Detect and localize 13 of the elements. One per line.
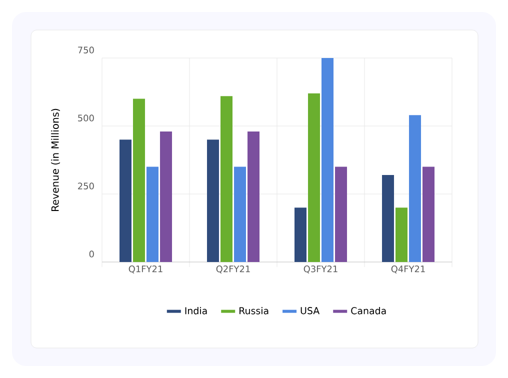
x-tick-label: Q2FY21 <box>216 266 250 274</box>
y-tick-label: 0 <box>89 250 94 258</box>
legend-label: India <box>185 306 207 314</box>
x-tick-label: Q1FY21 <box>128 266 162 274</box>
y-tick-label: 500 <box>78 114 94 122</box>
y-tick-label: 250 <box>78 182 94 190</box>
legend-label: Russia <box>240 306 268 314</box>
legend-label: USA <box>300 307 320 314</box>
x-tick-label: Q3FY21 <box>304 266 338 274</box>
x-tick-label: Q4FY21 <box>391 266 425 274</box>
legend-label: Canada <box>351 306 386 314</box>
y-axis-title: Revenue (in Millions) <box>51 108 60 211</box>
y-tick-label: 750 <box>78 46 94 54</box>
